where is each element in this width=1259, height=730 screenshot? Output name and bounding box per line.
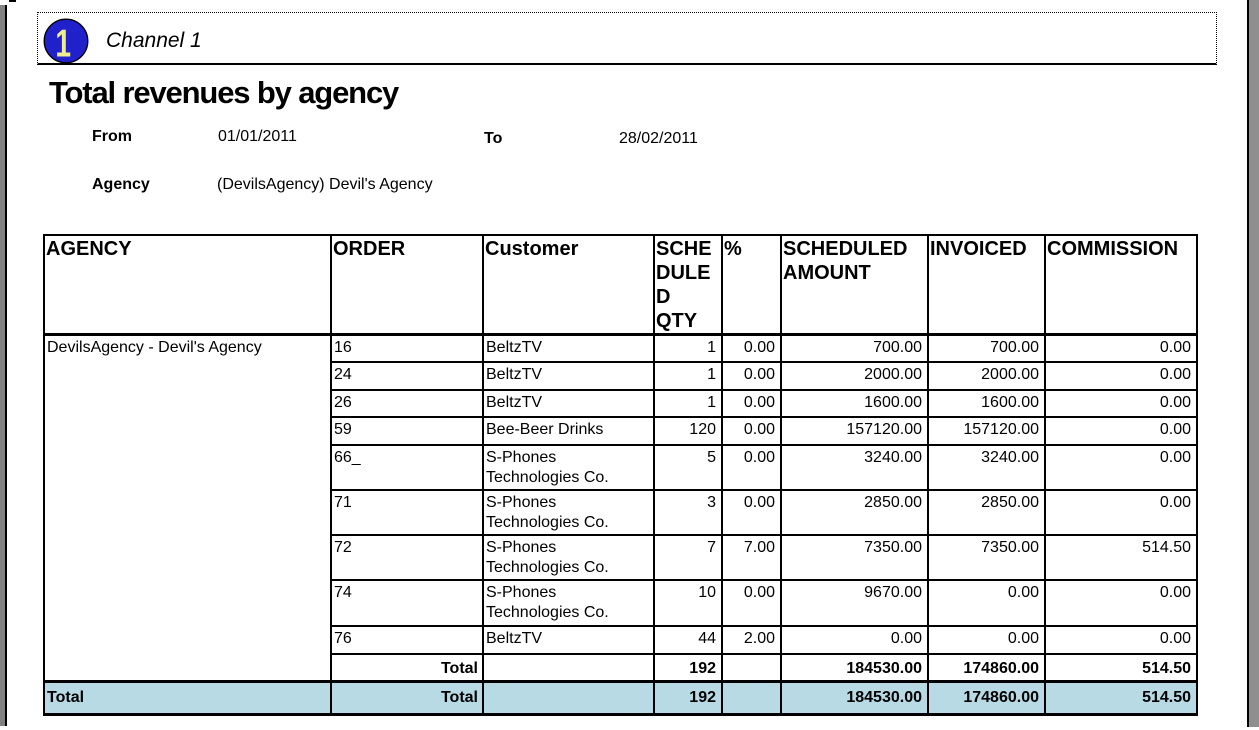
svg-text:1: 1 (55, 22, 71, 64)
